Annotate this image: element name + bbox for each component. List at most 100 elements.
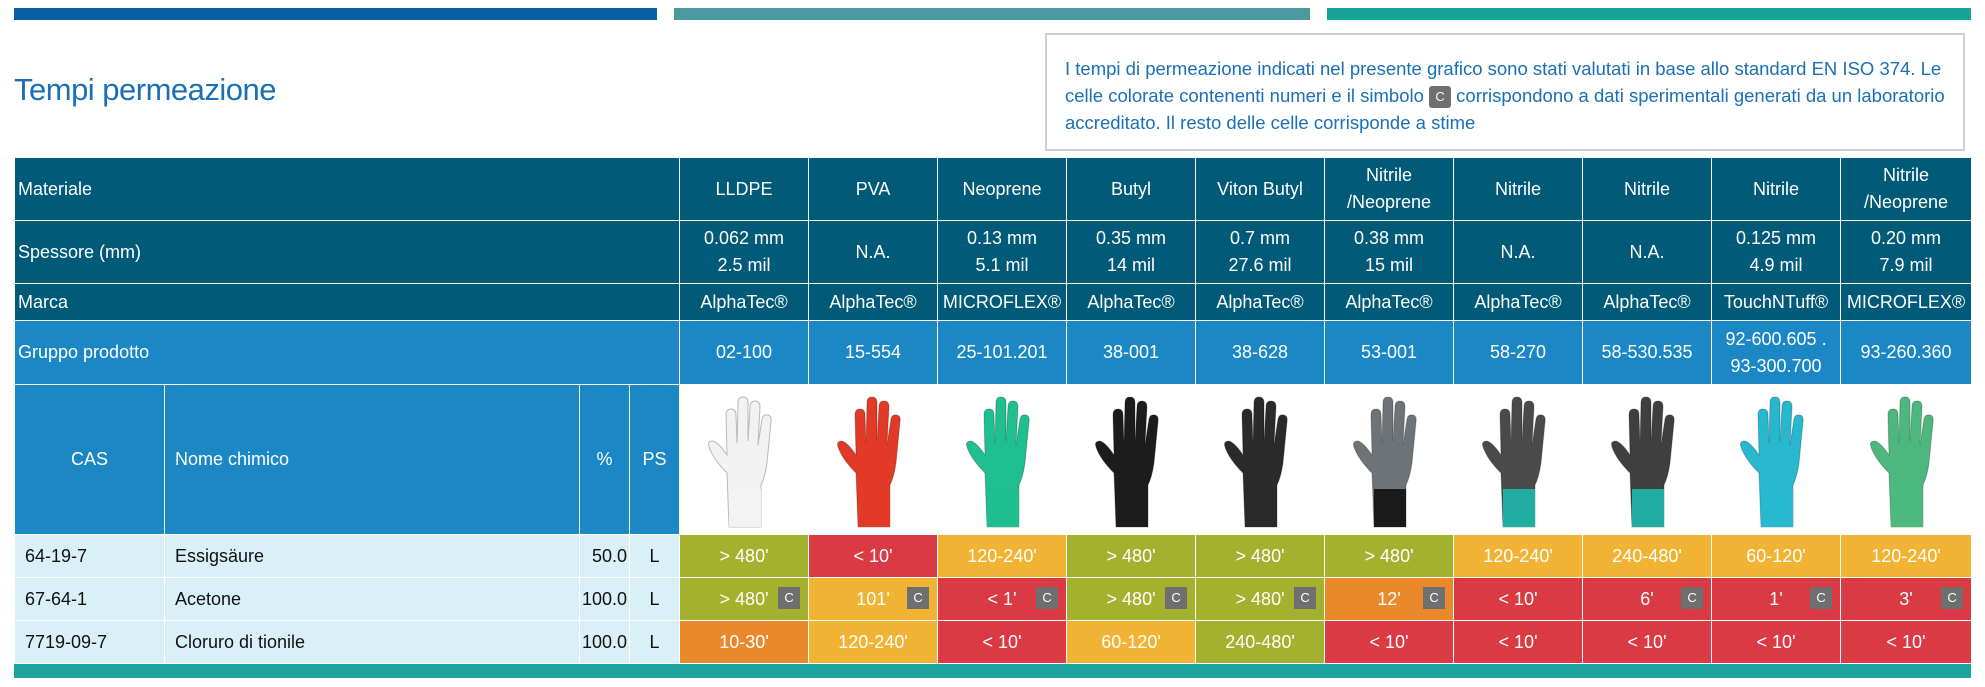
cell-brand-5: AlphaTec® <box>1195 283 1326 321</box>
cell-line: 2.5 mil <box>717 255 771 275</box>
row-label-brand: Marca <box>13 283 681 321</box>
glove-icon <box>1870 395 1934 527</box>
cell-line: 0.062 mm <box>704 228 785 248</box>
product-image-cell-6 <box>1324 384 1455 535</box>
note-text-part1: I tempi di permeazione indicati nel pres… <box>1065 58 1942 106</box>
breakthrough-time-cell: 60-120' <box>1711 534 1842 578</box>
breakthrough-time: < 1' <box>987 588 1017 609</box>
physical-state: L <box>628 534 681 578</box>
cell-thickness-7: N.A. <box>1453 220 1584 284</box>
cell-line: 5.1 mil <box>975 255 1029 275</box>
cell-line: 0.7 mm <box>1230 228 1291 248</box>
product-image-cell-5 <box>1195 384 1326 535</box>
breakthrough-time: 3' <box>1899 588 1913 609</box>
cell-line: N.A. <box>1629 241 1665 262</box>
cell-brand-2: AlphaTec® <box>808 283 939 321</box>
breakthrough-time: 60-120' <box>1746 545 1806 566</box>
breakthrough-time: 6' <box>1640 588 1654 609</box>
chemical-row: 67-64-1 Acetone 100.0 L > 480' C 101' C < 1' C > 4… <box>14 577 1973 621</box>
c-symbol-badge: C <box>1810 587 1833 609</box>
cell-material-8: Nitrile <box>1582 157 1713 221</box>
glove-icon <box>1611 395 1675 527</box>
cell-material-7: Nitrile <box>1453 157 1584 221</box>
row-label-material: Materiale <box>13 157 681 221</box>
cell-group-1: 02-100 <box>679 320 810 385</box>
cell-material-9: Nitrile <box>1711 157 1842 221</box>
cell-line: /Neoprene <box>1864 192 1949 212</box>
breakthrough-time: 240-480' <box>1612 545 1682 566</box>
cell-line: 0.13 mm <box>967 228 1038 248</box>
breakthrough-time-cell: > 480' C <box>1195 577 1326 621</box>
cell-material-1: LLDPE <box>679 157 810 221</box>
cell-group-8: 58-530.535 <box>1582 320 1713 385</box>
page-title: Tempi permeazione <box>14 72 277 107</box>
cell-line: 25-101.201 <box>956 342 1048 362</box>
cell-group-10: 93-260.360 <box>1840 320 1973 385</box>
cell-material-10: Nitrile/Neoprene <box>1840 157 1973 221</box>
breakthrough-time: 120-240' <box>1483 545 1553 566</box>
cell-material-5: Viton Butyl <box>1195 157 1326 221</box>
cell-group-4: 38-001 <box>1066 320 1197 385</box>
cell-group-5: 38-628 <box>1195 320 1326 385</box>
cell-group-6: 53-001 <box>1324 320 1455 385</box>
cell-thickness-4: 0.35 mm 14 mil <box>1066 220 1197 284</box>
cell-material-6: Nitrile/Neoprene <box>1324 157 1455 221</box>
chemical-percent: 100.0 <box>579 577 630 621</box>
breakthrough-time: 101' <box>856 588 890 609</box>
cell-line: 38-001 <box>1103 342 1160 362</box>
breakthrough-time-cell: > 480' C <box>1066 577 1197 621</box>
breakthrough-time: 120-240' <box>967 545 1037 566</box>
glove-icon <box>1353 395 1417 527</box>
breakthrough-time-cell: < 10' <box>1453 577 1584 621</box>
c-symbol-badge: C <box>1294 587 1317 609</box>
breakthrough-time-cell: 1' C <box>1711 577 1842 621</box>
top-accent-bar-teal <box>674 8 1310 20</box>
breakthrough-time: 120-240' <box>838 631 908 652</box>
cell-line: Nitrile <box>1753 178 1800 199</box>
cell-line: LLDPE <box>715 178 773 199</box>
physical-state: L <box>628 577 681 621</box>
chemical-name: Acetone <box>164 577 580 621</box>
c-symbol-badge: C <box>907 587 930 609</box>
top-accent-bar-blue <box>14 8 657 20</box>
chemical-row: 7719-09-7 Cloruro di tionile 100.0 L 10-30' 1… <box>14 620 1973 664</box>
cas-number: 64-19-7 <box>14 534 165 578</box>
breakthrough-time-cell: 101' C <box>808 577 939 621</box>
cell-line: 7.9 mil <box>1879 255 1933 275</box>
col-header-name: Nome chimico <box>164 384 580 535</box>
breakthrough-time: > 480' <box>1235 588 1285 609</box>
product-image-cell-3 <box>937 384 1068 535</box>
breakthrough-time-cell: 60-120' <box>1066 620 1197 664</box>
breakthrough-time: < 10' <box>982 631 1022 652</box>
glove-icon <box>1224 395 1288 527</box>
cell-line: 93-300.700 <box>1730 355 1822 376</box>
cell-line: 58-530.535 <box>1601 342 1693 362</box>
breakthrough-time-cell: 6' C <box>1582 577 1713 621</box>
cell-line: 15 mil <box>1365 255 1414 275</box>
breakthrough-time-cell: > 480' <box>1324 534 1455 578</box>
breakthrough-time: > 480' <box>719 545 769 566</box>
cell-group-7: 58-270 <box>1453 320 1584 385</box>
cell-line: Nitrile <box>1883 165 1930 185</box>
glove-icon <box>708 395 772 527</box>
breakthrough-time: 240-480' <box>1225 631 1295 652</box>
cell-brand-4: AlphaTec® <box>1066 283 1197 321</box>
note-text-part2: corrispondono a dati sperimentali genera… <box>1065 85 1945 133</box>
cell-line: Nitrile <box>1624 178 1671 199</box>
cell-line: PVA <box>855 178 891 199</box>
c-symbol-badge: C <box>1681 587 1704 609</box>
breakthrough-time: 12' <box>1377 588 1401 609</box>
cell-material-3: Neoprene <box>937 157 1068 221</box>
cell-line: N.A. <box>1500 241 1536 262</box>
col-header-ps: PS <box>628 384 681 535</box>
breakthrough-time: 60-120' <box>1101 631 1161 652</box>
cell-group-3: 25-101.201 <box>937 320 1068 385</box>
cell-line: 4.9 mil <box>1749 255 1803 275</box>
cell-brand-6: AlphaTec® <box>1324 283 1455 321</box>
cas-number: 67-64-1 <box>14 577 165 621</box>
cell-thickness-6: 0.38 mm 15 mil <box>1324 220 1455 284</box>
breakthrough-time: < 10' <box>1886 631 1926 652</box>
breakthrough-time: 10-30' <box>719 631 769 652</box>
cell-line: 38-628 <box>1232 342 1289 362</box>
cell-line: 0.35 mm <box>1096 228 1167 248</box>
